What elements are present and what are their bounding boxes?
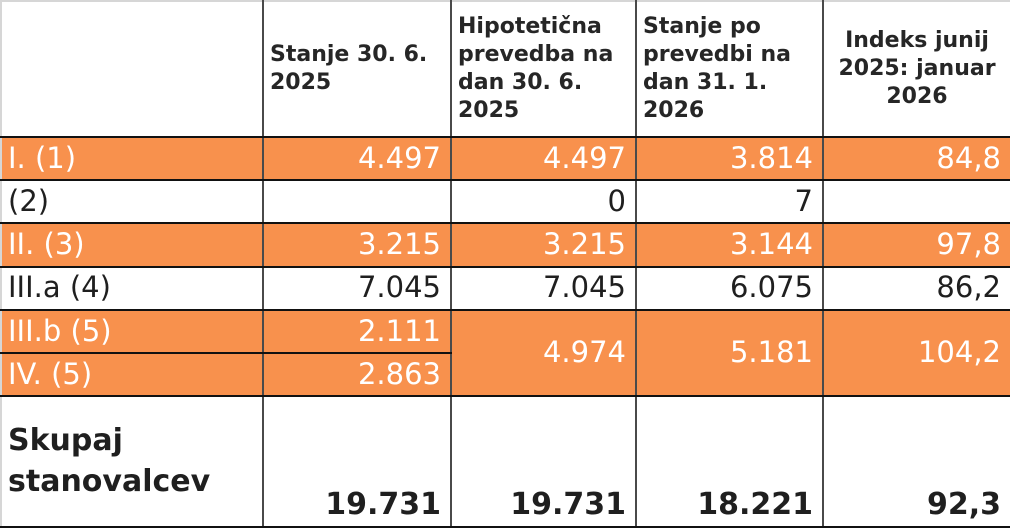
total-cell-value: 92,3 (822, 395, 1010, 528)
cell-value: 2.863 (262, 352, 452, 398)
cell-value: 3.144 (635, 222, 824, 268)
cell-value (262, 179, 452, 225)
cell-value: 84,8 (822, 135, 1010, 182)
row-label: II. (3) (0, 222, 264, 268)
cell-value: 2.111 (262, 308, 452, 355)
cell-value: 86,2 (822, 265, 1010, 311)
total-cell-value: 19.731 (450, 395, 637, 528)
header-col-indeks: Indeks junij 2025: januar 2026 (822, 0, 1010, 138)
header-col-stanje-po-prevedbi: Stanje po prevedbi na dan 31. 1. 2026 (635, 0, 824, 138)
total-cell-value: 18.221 (635, 395, 824, 528)
total-row: Skupaj stanovalcev 19.731 19.731 18.221 … (0, 395, 1010, 528)
row-label: I. (1) (0, 135, 264, 182)
header-row: Stanje 30. 6. 2025 Hipotetična prevedba … (0, 0, 1010, 138)
cell-value: 7.045 (262, 265, 452, 311)
cell-value: 6.075 (635, 265, 824, 311)
total-row-label: Skupaj stanovalcev (0, 395, 264, 528)
merged-cell-value: 4.974 (450, 308, 637, 398)
cell-value: 3.215 (262, 222, 452, 268)
table-row-ii-3: II. (3) 3.215 3.215 3.144 97,8 (0, 222, 1010, 268)
cell-value: 3.814 (635, 135, 824, 182)
merged-cell-value: 104,2 (822, 308, 1010, 398)
row-label: IV. (5) (0, 352, 264, 398)
cell-value: 7 (635, 179, 824, 225)
table-row-iiia-4: III.a (4) 7.045 7.045 6.075 86,2 (0, 265, 1010, 311)
cell-value (822, 179, 1010, 225)
cell-value: 4.497 (450, 135, 637, 182)
header-col-stanje-30-6-2025: Stanje 30. 6. 2025 (262, 0, 452, 138)
row-label: III.b (5) (0, 308, 264, 355)
cell-value: 0 (450, 179, 637, 225)
cell-value: 97,8 (822, 222, 1010, 268)
row-label: (2) (0, 179, 264, 225)
row-label: III.a (4) (0, 265, 264, 311)
cell-value: 4.497 (262, 135, 452, 182)
table-row-2: (2) 0 7 (0, 179, 1010, 225)
table-row-iiib-5: III.b (5) 2.111 4.974 5.181 104,2 (0, 308, 1010, 398)
table-row-iv-5: IV. (5) 2.863 (0, 352, 1010, 398)
header-col-hipoteticna-prevedba: Hipotetična prevedba na dan 30. 6. 2025 (450, 0, 637, 138)
merged-cell-value: 5.181 (635, 308, 824, 398)
header-corner-empty (0, 0, 264, 138)
total-cell-value: 19.731 (262, 395, 452, 528)
cell-value: 7.045 (450, 265, 637, 311)
table-row-i-1: I. (1) 4.497 4.497 3.814 84,8 (0, 135, 1010, 182)
cell-value: 3.215 (450, 222, 637, 268)
